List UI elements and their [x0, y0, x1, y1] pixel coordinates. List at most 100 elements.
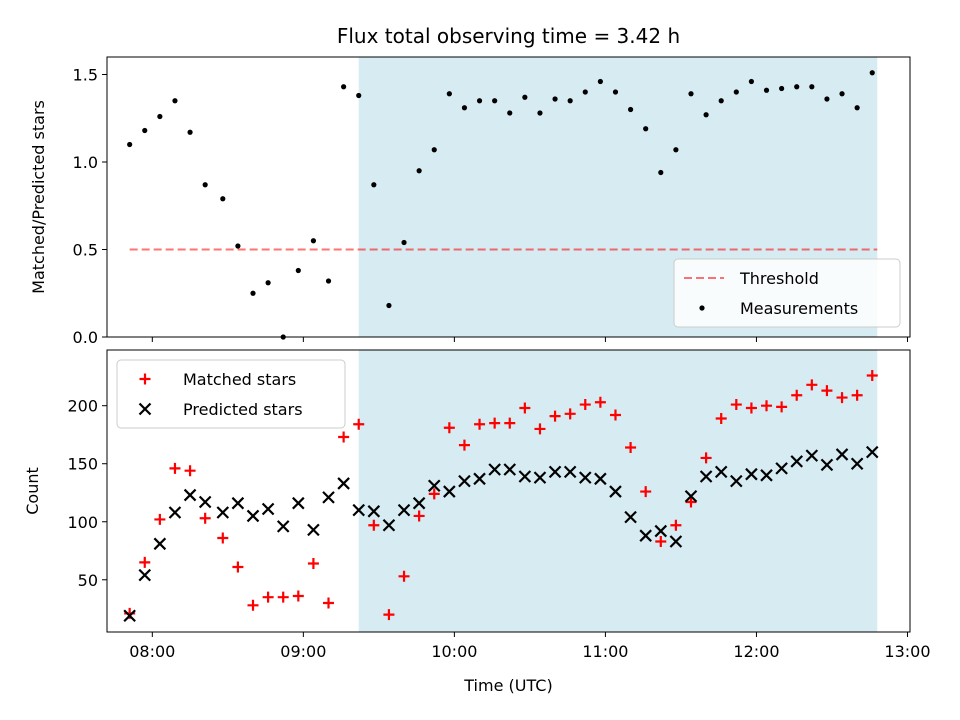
top-point	[157, 113, 163, 120]
top-point	[839, 91, 845, 97]
bottom-point	[412, 496, 426, 510]
bottom-point	[216, 506, 230, 519]
bottom-point	[169, 462, 181, 474]
top-point	[127, 141, 133, 148]
top-point	[220, 196, 226, 202]
bottom-point	[458, 474, 471, 488]
bottom-point	[184, 465, 196, 477]
x-axis-label: Time (UTC)	[463, 676, 552, 695]
bottom-point	[821, 385, 833, 397]
bottom-point	[231, 496, 245, 510]
bottom-point	[323, 597, 335, 609]
bottom-point	[865, 445, 879, 459]
bottom-point	[579, 399, 591, 411]
bottom-point	[474, 418, 486, 430]
bottom-point	[277, 591, 289, 603]
bottom-point	[322, 491, 335, 504]
top-legend-swatch	[699, 305, 705, 311]
bottom-point	[397, 503, 411, 517]
top-point	[643, 126, 649, 132]
bottom-point	[383, 609, 395, 621]
bottom-point	[138, 568, 152, 582]
top-point	[552, 96, 558, 102]
bottom-point	[684, 489, 698, 503]
bottom-panel: 50 100 150 200 08:00 09:00 10:00 11:00 12:00 13:0…	[67, 349, 931, 661]
bottom-point	[806, 379, 818, 391]
bottom-point	[183, 488, 197, 502]
bottom-point	[760, 469, 773, 482]
bottom-point	[413, 510, 425, 522]
top-point	[763, 87, 770, 93]
bottom-point	[199, 512, 211, 524]
bottom-y-tick-label: 200	[67, 397, 98, 416]
top-point	[187, 129, 193, 135]
bottom-point	[669, 535, 683, 548]
top-legend-box	[673, 258, 901, 328]
bottom-point	[655, 535, 667, 547]
top-y-tick-label: 1.5	[73, 66, 98, 85]
top-point	[356, 92, 362, 99]
top-point	[325, 278, 332, 284]
top-y-tick-label: 0.5	[73, 241, 98, 260]
bottom-x-tick-label: 08:00	[129, 642, 175, 661]
bottom-point	[776, 401, 788, 413]
bottom-point	[247, 599, 259, 611]
bottom-point	[715, 412, 727, 424]
top-point	[854, 105, 860, 111]
top-point	[748, 78, 755, 85]
top-y-tick-label: 0.0	[73, 328, 98, 347]
bottom-legend-swatch	[138, 402, 152, 416]
bottom-point	[123, 609, 136, 623]
top-legend-label: Threshold	[739, 269, 819, 288]
bottom-point	[835, 448, 849, 461]
bottom-point	[714, 465, 728, 479]
top-point	[265, 280, 271, 286]
bottom-legend: Matched stars Predicted stars	[116, 359, 346, 429]
bottom-point	[866, 370, 878, 382]
bottom-point	[700, 452, 712, 464]
bottom-point	[534, 423, 546, 435]
bottom-axes-frame	[106, 349, 911, 633]
top-point	[703, 112, 709, 118]
bottom-point	[503, 463, 517, 476]
bottom-point	[730, 399, 742, 411]
top-point	[567, 98, 573, 104]
bottom-x-tick-label: 11:00	[582, 642, 628, 661]
top-point	[172, 98, 178, 104]
bottom-point	[564, 408, 576, 420]
top-panel: 0.0 0.5 1.0 1.5 Threshold Measurements	[73, 56, 911, 347]
top-point	[582, 89, 588, 95]
bottom-point	[458, 439, 470, 451]
top-point	[461, 105, 468, 111]
bottom-point	[337, 477, 350, 490]
top-point	[597, 78, 603, 85]
bottom-point	[791, 389, 803, 401]
top-point	[522, 94, 528, 100]
bottom-point	[730, 474, 743, 488]
bottom-point	[398, 570, 410, 582]
top-axes-frame	[106, 56, 911, 338]
bottom-point	[670, 519, 682, 531]
top-point	[250, 290, 256, 296]
bottom-point	[624, 510, 637, 524]
top-point	[416, 168, 422, 174]
bottom-point	[307, 523, 320, 537]
bottom-series-0	[124, 370, 878, 621]
bottom-point	[443, 422, 455, 434]
bottom-point	[594, 396, 606, 408]
top-point	[507, 110, 513, 116]
bottom-point	[504, 417, 516, 429]
bottom-point	[548, 465, 562, 479]
top-point	[401, 239, 407, 246]
top-point	[341, 84, 347, 90]
bottom-point	[609, 409, 621, 421]
bottom-point	[428, 488, 440, 500]
bottom-point	[699, 470, 713, 483]
bottom-point	[850, 457, 864, 471]
bottom-point	[533, 471, 547, 484]
bottom-point	[276, 520, 290, 533]
bottom-point	[292, 590, 304, 602]
top-legend-label: Measurements	[740, 299, 858, 318]
bottom-point	[609, 485, 622, 498]
bottom-shaded-region	[358, 350, 878, 632]
